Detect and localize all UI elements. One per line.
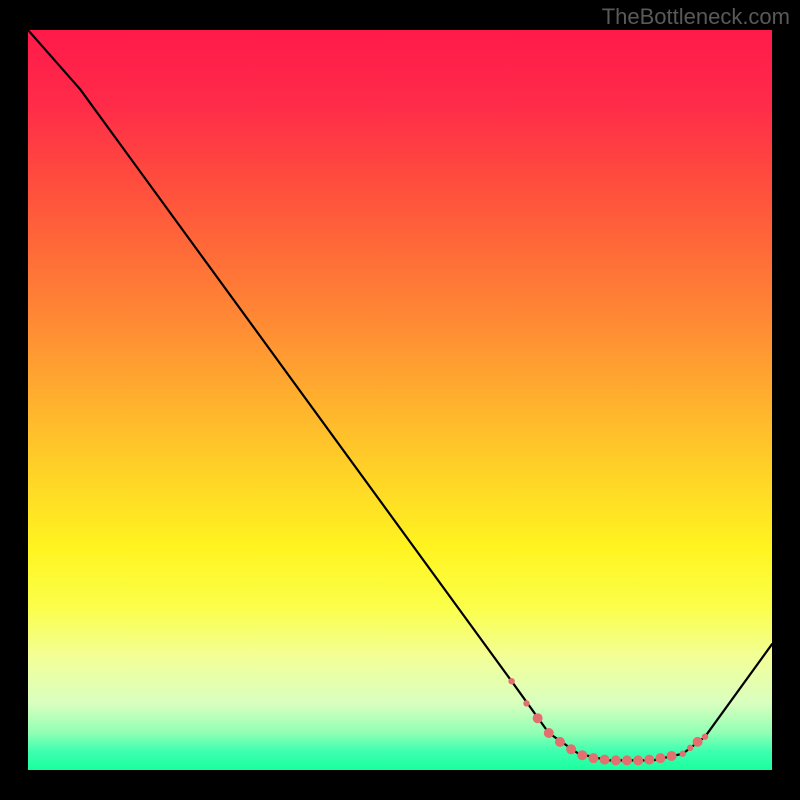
data-marker	[555, 737, 565, 747]
chart-container: TheBottleneck.com	[0, 0, 800, 800]
data-marker	[611, 755, 621, 765]
data-marker	[533, 713, 543, 723]
data-marker	[508, 678, 514, 684]
bottleneck-curve-chart	[28, 30, 772, 770]
data-marker	[566, 744, 576, 754]
data-marker	[633, 755, 643, 765]
data-marker	[702, 734, 708, 740]
data-marker	[523, 700, 529, 706]
data-marker	[680, 751, 686, 757]
data-marker	[622, 755, 632, 765]
watermark-text: TheBottleneck.com	[602, 4, 790, 30]
data-marker	[544, 728, 554, 738]
data-marker	[644, 755, 654, 765]
data-marker	[600, 755, 610, 765]
data-marker	[687, 745, 693, 751]
data-marker	[667, 751, 677, 761]
data-marker	[655, 753, 665, 763]
data-marker	[577, 750, 587, 760]
data-marker	[693, 737, 703, 747]
data-marker	[588, 753, 598, 763]
plot-area	[28, 30, 772, 770]
gradient-background	[28, 30, 772, 770]
